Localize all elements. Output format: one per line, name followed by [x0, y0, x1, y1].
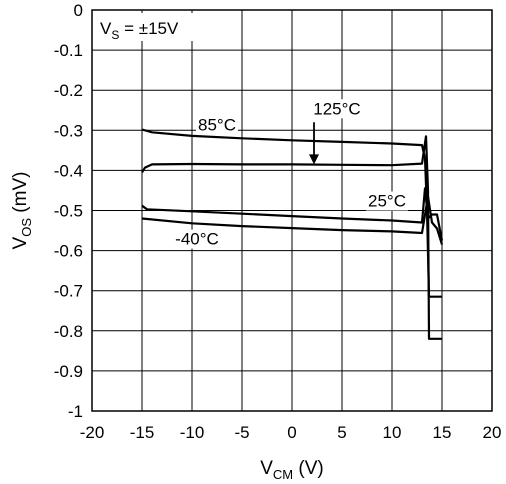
- y-tick-label: -0.8: [54, 322, 83, 341]
- y-tick-label: -0.3: [54, 121, 83, 140]
- series-annotation: -40°C: [175, 230, 219, 249]
- y-tick-label: -0.4: [54, 161, 83, 180]
- y-tick-label: -0.2: [54, 81, 83, 100]
- y-tick-label: -0.5: [54, 202, 83, 221]
- y-tick-label: -0.6: [54, 242, 83, 261]
- y-tick-label: -0.1: [54, 41, 83, 60]
- x-axis-subscript: CM: [273, 467, 293, 482]
- x-axis-unit: (V): [293, 458, 324, 479]
- data-series: [141, 128, 444, 340]
- annotations: 85°C 125°C 25°C -40°C: [171, 99, 408, 249]
- x-tick-label: -15: [130, 423, 155, 442]
- y-tick-label: -0.9: [54, 362, 83, 381]
- y-tick-label: -0.7: [54, 282, 83, 301]
- x-tick-label: -10: [180, 423, 205, 442]
- x-tick-label: 0: [287, 423, 296, 442]
- y-axis-symbol: V: [10, 236, 31, 249]
- supply-condition-label: VS = ±15V: [100, 19, 179, 42]
- tick-labels: -20 -15 -10 -5 0 5 10 15 20 0 -0.1 -0.2 -0.3 -0.4 -0.5…: [54, 1, 502, 442]
- y-tick-label: -1: [68, 402, 83, 421]
- y-axis-unit: (mV): [10, 172, 31, 218]
- x-tick-label: 20: [483, 423, 502, 442]
- x-tick-label: 10: [383, 423, 402, 442]
- annotation-background: [311, 99, 363, 119]
- annotation-background: [196, 115, 238, 135]
- x-tick-label: -20: [80, 423, 105, 442]
- y-axis-subscript: OS: [19, 218, 34, 237]
- series-annotation: 85°C: [198, 115, 236, 134]
- series-line: [141, 187, 444, 241]
- series-annotation: 25°C: [368, 191, 406, 210]
- series-line: [141, 135, 442, 340]
- annotation-background: [171, 229, 223, 249]
- x-tick-label: 15: [433, 423, 452, 442]
- condition-box: [94, 13, 210, 41]
- x-axis-symbol: V: [260, 458, 273, 479]
- x-tick-label: 5: [337, 423, 346, 442]
- x-axis-label: VCM (V): [260, 458, 324, 482]
- plot-frame: [91, 9, 493, 412]
- annotation-background: [366, 191, 408, 211]
- condition-value: = ±15V: [119, 19, 179, 38]
- condition-symbol: V: [100, 19, 112, 38]
- series-line: [141, 195, 444, 245]
- annotation-arrowhead: [309, 154, 319, 165]
- condition-subscript: S: [111, 28, 119, 42]
- x-tick-label: -5: [234, 423, 249, 442]
- y-tick-label: 0: [74, 1, 83, 20]
- y-axis-label: VOS (mV): [10, 172, 34, 250]
- series-annotation: 125°C: [313, 99, 360, 118]
